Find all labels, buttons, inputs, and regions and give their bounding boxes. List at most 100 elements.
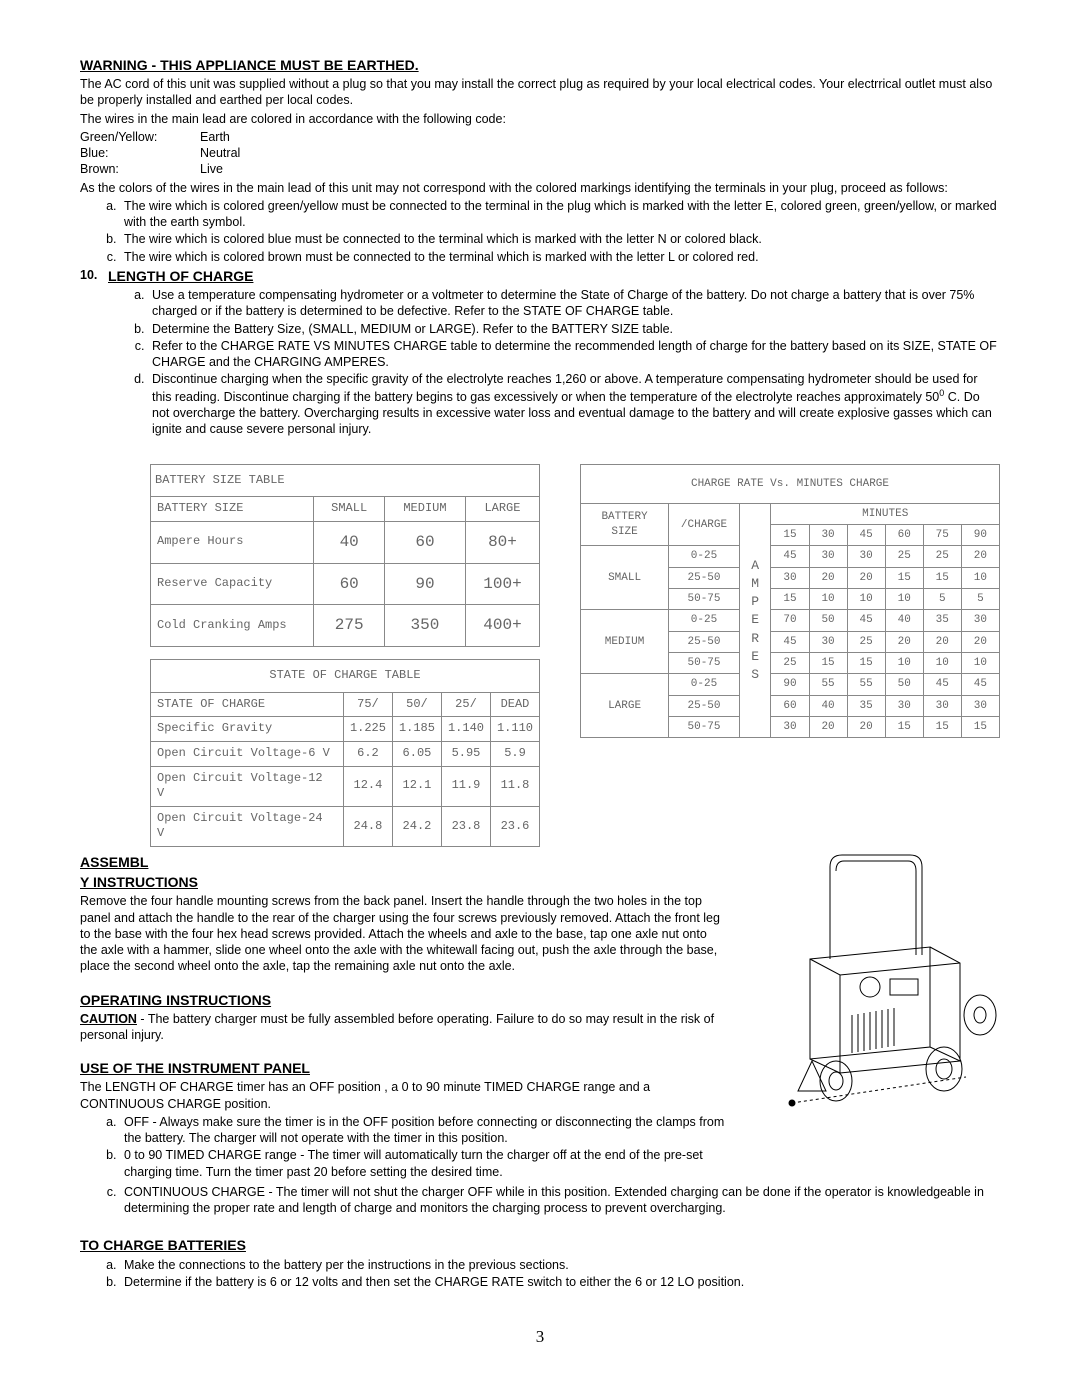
th: LARGE bbox=[465, 497, 539, 522]
td: 6.05 bbox=[392, 741, 441, 766]
assembly-body: Remove the four handle mounting screws f… bbox=[80, 893, 726, 974]
th: 15 bbox=[771, 525, 809, 546]
td: 23.8 bbox=[441, 806, 490, 846]
td: 25-50 bbox=[669, 631, 740, 652]
td: 12.4 bbox=[343, 766, 392, 806]
td: 40 bbox=[809, 695, 847, 716]
th: 25/ bbox=[441, 692, 490, 717]
td: 0-25 bbox=[669, 674, 740, 695]
charger-illustration bbox=[740, 847, 1000, 1131]
td: Reserve Capacity bbox=[151, 563, 314, 605]
td: Open Circuit Voltage-6 V bbox=[151, 741, 344, 766]
th: /CHARGE bbox=[669, 503, 740, 546]
td: 50 bbox=[809, 610, 847, 631]
td: 45 bbox=[771, 631, 809, 652]
td: 60 bbox=[771, 695, 809, 716]
th: BATTERY SIZE bbox=[581, 503, 669, 546]
td: 10 bbox=[809, 589, 847, 610]
td: 15 bbox=[961, 716, 999, 737]
amperes-label: AMPERES bbox=[739, 503, 771, 737]
size-cell: LARGE bbox=[581, 674, 669, 738]
th: BATTERY SIZE bbox=[151, 497, 314, 522]
wire-key: Blue: bbox=[80, 145, 200, 161]
wire-row: Blue: Neutral bbox=[80, 145, 1000, 161]
td: 90 bbox=[771, 674, 809, 695]
td: 25 bbox=[885, 546, 923, 567]
td: 45 bbox=[961, 674, 999, 695]
td: 20 bbox=[809, 716, 847, 737]
td: 100+ bbox=[465, 563, 539, 605]
charge-item: Make the connections to the battery per … bbox=[120, 1257, 1000, 1273]
assembly-section: ASSEMBL Y INSTRUCTIONS Remove the four h… bbox=[80, 853, 1000, 1182]
instrument-list: OFF - Always make sure the timer is in t… bbox=[80, 1114, 726, 1180]
td: 400+ bbox=[465, 605, 539, 647]
td: 20 bbox=[961, 631, 999, 652]
td: 30 bbox=[847, 546, 885, 567]
th: DEAD bbox=[490, 692, 539, 717]
td: 1.185 bbox=[392, 717, 441, 742]
td: 5.95 bbox=[441, 741, 490, 766]
td: 11.8 bbox=[490, 766, 539, 806]
td: 20 bbox=[923, 631, 961, 652]
td: 30 bbox=[771, 567, 809, 588]
td: 30 bbox=[923, 695, 961, 716]
left-tables: BATTERY SIZE TABLE BATTERY SIZE SMALL ME… bbox=[150, 464, 540, 847]
td: 50 bbox=[885, 674, 923, 695]
td: 1.110 bbox=[490, 717, 539, 742]
warning-section: WARNING - THIS APPLIANCE MUST BE EARTHED… bbox=[80, 56, 1000, 265]
td: 60 bbox=[314, 563, 385, 605]
td: 24.2 bbox=[392, 806, 441, 846]
td: 5 bbox=[923, 589, 961, 610]
td: 15 bbox=[809, 652, 847, 673]
table-title: STATE OF CHARGE TABLE bbox=[151, 660, 540, 693]
wire-key: Green/Yellow: bbox=[80, 129, 200, 145]
td: 25-50 bbox=[669, 695, 740, 716]
charge-list: Make the connections to the battery per … bbox=[80, 1257, 1000, 1291]
caution-body: - The battery charger must be fully asse… bbox=[80, 1012, 714, 1042]
td: 20 bbox=[847, 567, 885, 588]
td: 80+ bbox=[465, 521, 539, 563]
td: Open Circuit Voltage-24 V bbox=[151, 806, 344, 846]
charge-rate-table: CHARGE RATE Vs. MINUTES CHARGE BATTERY S… bbox=[580, 464, 1000, 739]
th: SMALL bbox=[314, 497, 385, 522]
warning-item: The wire which is colored green/yellow m… bbox=[120, 198, 1000, 231]
td: Cold Cranking Amps bbox=[151, 605, 314, 647]
wire-key: Brown: bbox=[80, 161, 200, 177]
td: 30 bbox=[961, 695, 999, 716]
td: 45 bbox=[771, 546, 809, 567]
td: 50-75 bbox=[669, 652, 740, 673]
td: 11.9 bbox=[441, 766, 490, 806]
td: 20 bbox=[847, 716, 885, 737]
td: 6.2 bbox=[343, 741, 392, 766]
wire-val: Earth bbox=[200, 129, 230, 145]
item-number: 10. bbox=[80, 267, 108, 440]
assembly-heading-2: Y INSTRUCTIONS bbox=[80, 873, 726, 891]
td: 10 bbox=[961, 652, 999, 673]
td: 30 bbox=[809, 546, 847, 567]
th: 75/ bbox=[343, 692, 392, 717]
td: 0-25 bbox=[669, 546, 740, 567]
length-item: Discontinue charging when the specific g… bbox=[148, 371, 1000, 437]
wire-color-table: Green/Yellow: Earth Blue: Neutral Brown:… bbox=[80, 129, 1000, 178]
wire-val: Neutral bbox=[200, 145, 240, 161]
td: 15 bbox=[923, 716, 961, 737]
td: 23.6 bbox=[490, 806, 539, 846]
warning-p2: The wires in the main lead are colored i… bbox=[80, 111, 1000, 127]
charge-item: Determine if the battery is 6 or 12 volt… bbox=[120, 1274, 1000, 1290]
th: STATE OF CHARGE bbox=[151, 692, 344, 717]
td: Specific Gravity bbox=[151, 717, 344, 742]
td: 275 bbox=[314, 605, 385, 647]
th: 30 bbox=[809, 525, 847, 546]
td: 30 bbox=[885, 695, 923, 716]
size-cell: MEDIUM bbox=[581, 610, 669, 674]
td: 20 bbox=[885, 631, 923, 652]
td: 24.8 bbox=[343, 806, 392, 846]
assembly-heading-1: ASSEMBL bbox=[80, 853, 726, 871]
length-heading: LENGTH OF CHARGE bbox=[108, 268, 253, 284]
td: 45 bbox=[923, 674, 961, 695]
th: 90 bbox=[961, 525, 999, 546]
length-item: Refer to the CHARGE RATE VS MINUTES CHAR… bbox=[148, 338, 1000, 371]
th: 60 bbox=[885, 525, 923, 546]
warning-item: The wire which is colored brown must be … bbox=[120, 249, 1000, 265]
wire-row: Brown: Live bbox=[80, 161, 1000, 177]
